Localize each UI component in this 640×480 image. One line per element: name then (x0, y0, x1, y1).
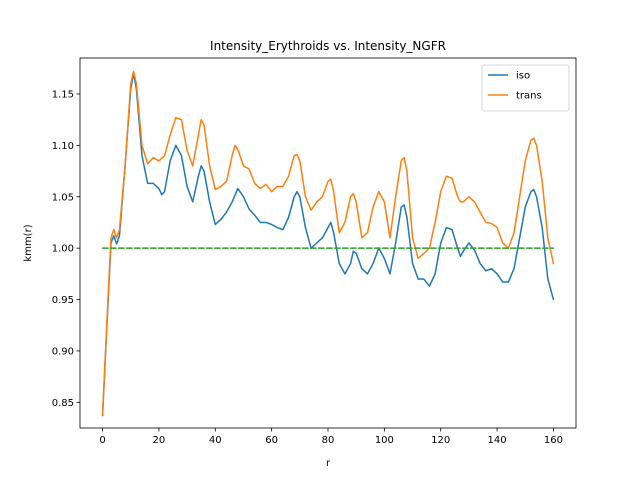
y-tick-label: 0.85 (52, 398, 74, 409)
y-axis: 0.85 0.90 0.95 1.00 1.05 1.10 1.15 (52, 89, 80, 409)
y-axis-label: kmm(r) (23, 224, 34, 261)
y-tick-label: 1.10 (52, 141, 74, 152)
legend-label-trans: trans (516, 91, 542, 102)
legend-label-iso: iso (516, 71, 530, 82)
y-tick-label: 1.00 (52, 244, 74, 255)
x-axis: 0 20 40 60 80 100 120 140 160 (99, 428, 563, 446)
chart-title: Intensity_Erythroids vs. Intensity_NGFR (210, 39, 446, 53)
x-tick-label: 40 (209, 435, 222, 446)
x-tick-label: 140 (488, 435, 507, 446)
x-tick-label: 160 (544, 435, 563, 446)
y-tick-label: 1.05 (52, 192, 74, 203)
x-tick-label: 60 (265, 435, 278, 446)
y-tick-label: 0.90 (52, 346, 74, 357)
x-tick-label: 20 (153, 435, 166, 446)
series-line-trans (101, 70, 555, 416)
y-tick-label: 1.15 (52, 89, 74, 100)
x-tick-label: 120 (431, 435, 450, 446)
legend: iso trans (481, 64, 570, 112)
x-axis-label: r (326, 458, 331, 469)
x-tick-label: 0 (99, 435, 105, 446)
y-tick-label: 0.95 (52, 295, 74, 306)
series-line-iso (101, 72, 555, 417)
legend-box (481, 64, 570, 112)
x-tick-label: 100 (375, 435, 394, 446)
x-tick-label: 80 (322, 435, 335, 446)
plot-area (101, 70, 555, 417)
